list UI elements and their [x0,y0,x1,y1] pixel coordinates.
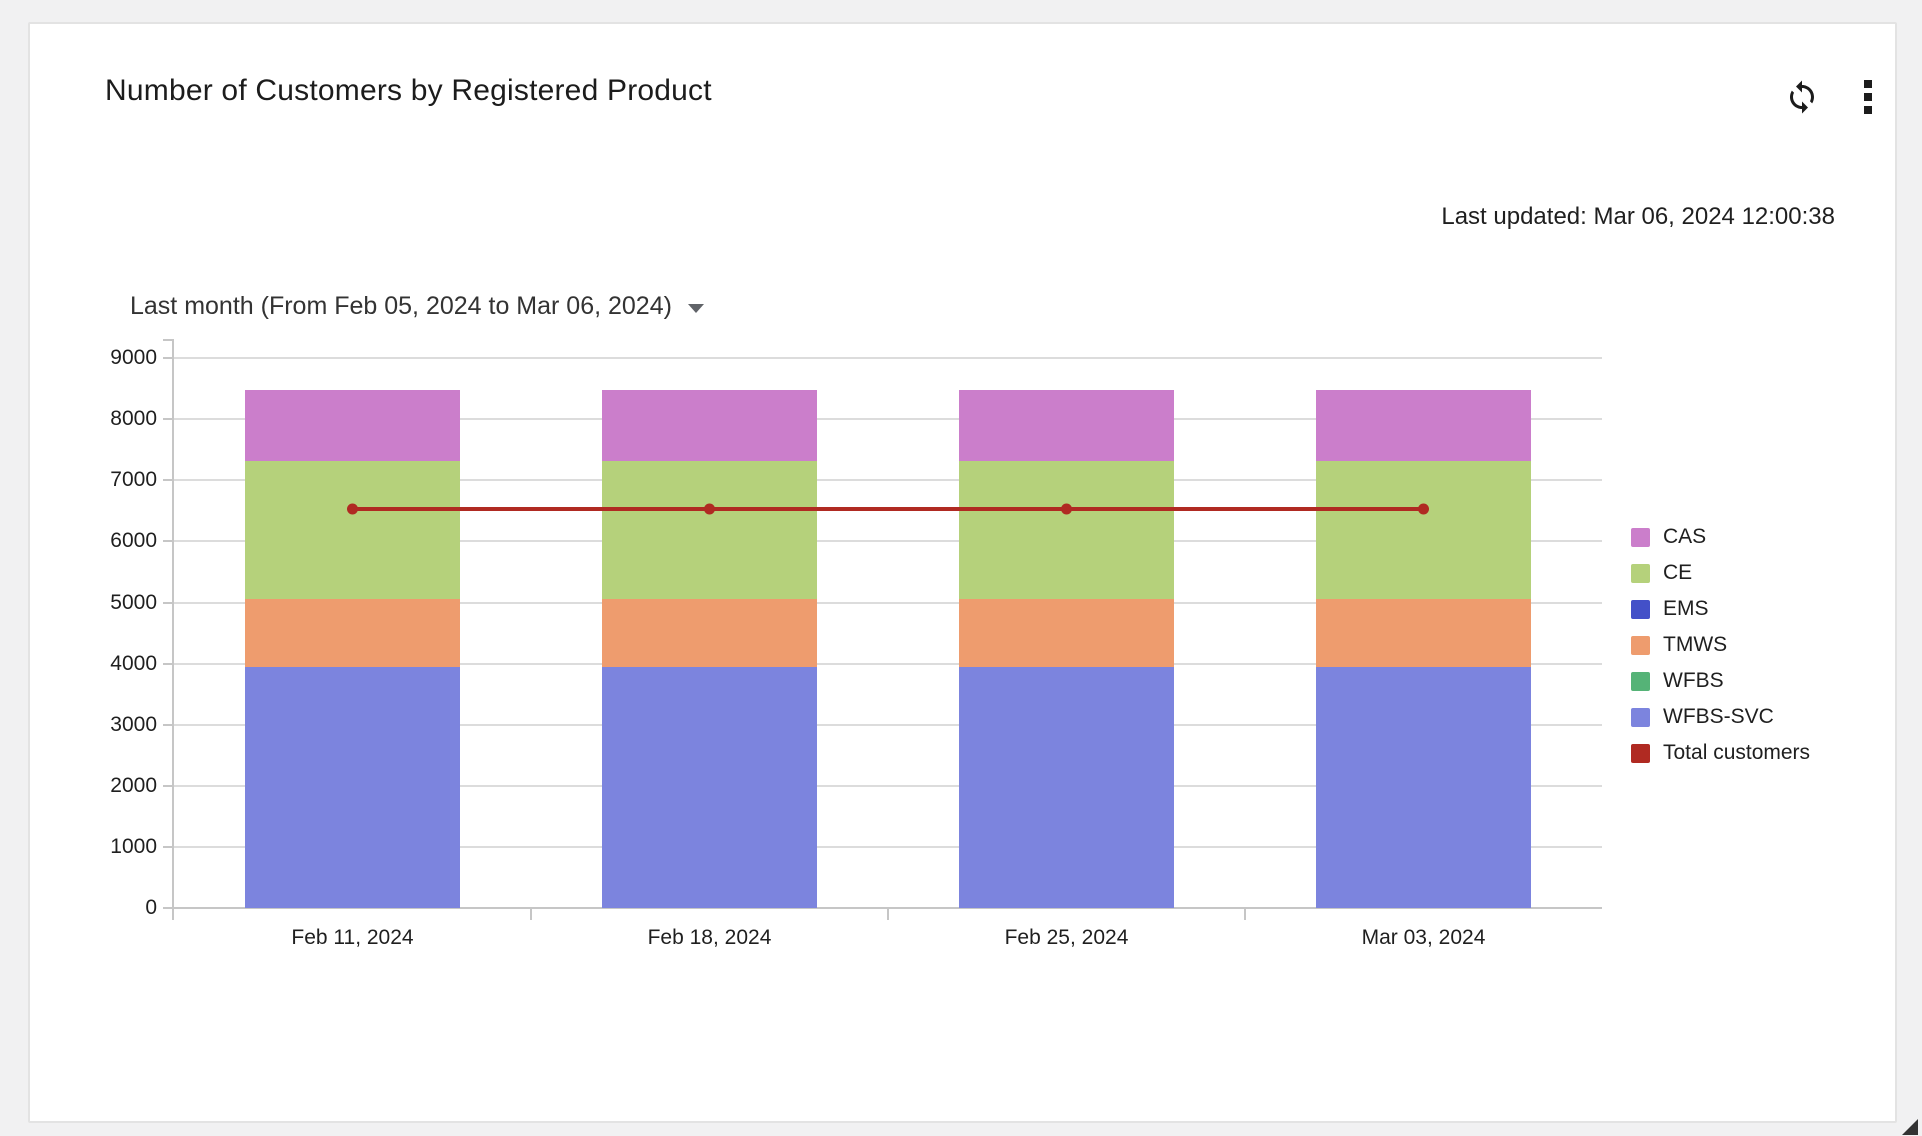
x-axis-tick [887,908,889,920]
bar-segment-cas[interactable] [1316,390,1531,461]
legend-label: WFBS-SVC [1663,705,1774,728]
y-axis-tick [163,357,172,360]
legend-label: Total customers [1663,741,1811,764]
y-axis-tick [163,845,172,848]
x-axis-tick [530,908,532,920]
y-axis-label: 4000 [110,651,157,675]
x-axis-label: Feb 11, 2024 [291,926,414,949]
bar-segment-cas[interactable] [959,390,1174,461]
bar-segment-cas[interactable] [602,390,817,461]
legend-item-ce[interactable]: CE [1631,555,1810,591]
bar-segment-tmws[interactable] [1316,599,1531,667]
legend-swatch [1631,599,1650,619]
y-axis-tick [163,601,172,604]
y-axis-tick [163,540,172,543]
y-axis-tick [163,784,172,787]
bar-segment-ce[interactable] [245,460,460,600]
y-axis-label: 0 [145,896,157,919]
gridline [172,418,1602,421]
gridline [172,357,1602,360]
y-axis-label: 2000 [110,773,157,797]
y-axis-tick [163,662,172,665]
gridline [172,479,1602,482]
y-axis-tick [163,907,172,909]
y-axis-label: 8000 [110,407,157,431]
legend-item-wfbs[interactable]: WFBS [1631,663,1810,699]
legend-item-total-customers[interactable]: Total customers [1631,735,1810,771]
y-axis-label: 9000 [110,346,157,370]
bar-segment-tmws[interactable] [959,599,1174,667]
last-updated-text: Last updated: Mar 06, 2024 12:00:38 [1441,203,1835,230]
legend-label: EMS [1663,597,1709,620]
bar-segment-wfbs-svc[interactable] [602,666,817,908]
legend-swatch [1631,707,1650,727]
legend-label: TMWS [1663,633,1728,656]
x-axis-tick [1244,908,1246,920]
y-axis-line [172,339,174,920]
y-axis-tick [163,479,172,482]
kebab-menu-icon [1864,80,1872,114]
y-axis-label: 5000 [110,590,157,614]
gridline [172,540,1602,543]
gridline [172,662,1602,665]
y-axis-tick [163,418,172,421]
legend-item-tmws[interactable]: TMWS [1631,627,1810,663]
time-range-label: Last month (From Feb 05, 2024 to Mar 06,… [130,292,672,320]
chart-legend: CAS CE EMS TMWS WFBS WFBS-SVC Total customers [1631,519,1810,771]
refresh-button[interactable] [1782,77,1822,117]
y-axis-label: 6000 [110,529,157,553]
legend-swatch [1631,527,1650,547]
bar-segment-cas[interactable] [245,390,460,461]
y-axis-label: 3000 [110,712,157,736]
legend-item-ems[interactable]: EMS [1631,591,1810,627]
legend-label: WFBS [1663,669,1724,692]
kebab-menu-button[interactable] [1848,77,1888,117]
y-axis-label: 1000 [110,834,157,858]
widget-title: Number of Customers by Registered Produc… [105,74,712,107]
gridline [172,845,1602,848]
legend-item-cas[interactable]: CAS [1631,519,1810,555]
legend-swatch [1631,563,1650,583]
bar-segment-tmws[interactable] [602,599,817,667]
bar-segment-ce[interactable] [959,460,1174,600]
legend-swatch [1631,743,1650,763]
x-axis-label: Mar 03, 2024 [1361,926,1486,949]
legend-swatch [1631,671,1650,691]
time-range-dropdown[interactable]: Last month (From Feb 05, 2024 to Mar 06,… [130,292,704,321]
gridline [172,784,1602,787]
bar-segment-wfbs-svc[interactable] [245,666,460,908]
bar-segment-wfbs-svc[interactable] [959,666,1174,908]
legend-swatch [1631,635,1650,655]
gridline [172,723,1602,726]
legend-label: CAS [1663,525,1707,548]
bar-segment-ce[interactable] [1316,460,1531,600]
x-axis-label: Feb 18, 2024 [647,926,772,949]
bar-segment-wfbs-svc[interactable] [1316,666,1531,908]
bar-segment-tmws[interactable] [245,599,460,667]
bar-segment-ce[interactable] [602,460,817,600]
gridline [172,601,1602,604]
legend-item-wfbs-svc[interactable]: WFBS-SVC [1631,699,1810,735]
x-axis-label: Feb 25, 2024 [1004,926,1129,949]
y-axis-tick [163,723,172,726]
resize-handle[interactable] [1902,1119,1918,1135]
y-axis-label: 7000 [110,468,157,492]
y-axis-top-tick [163,339,172,341]
legend-label: CE [1663,561,1693,584]
refresh-icon [1784,79,1820,115]
chevron-down-icon [687,303,704,313]
